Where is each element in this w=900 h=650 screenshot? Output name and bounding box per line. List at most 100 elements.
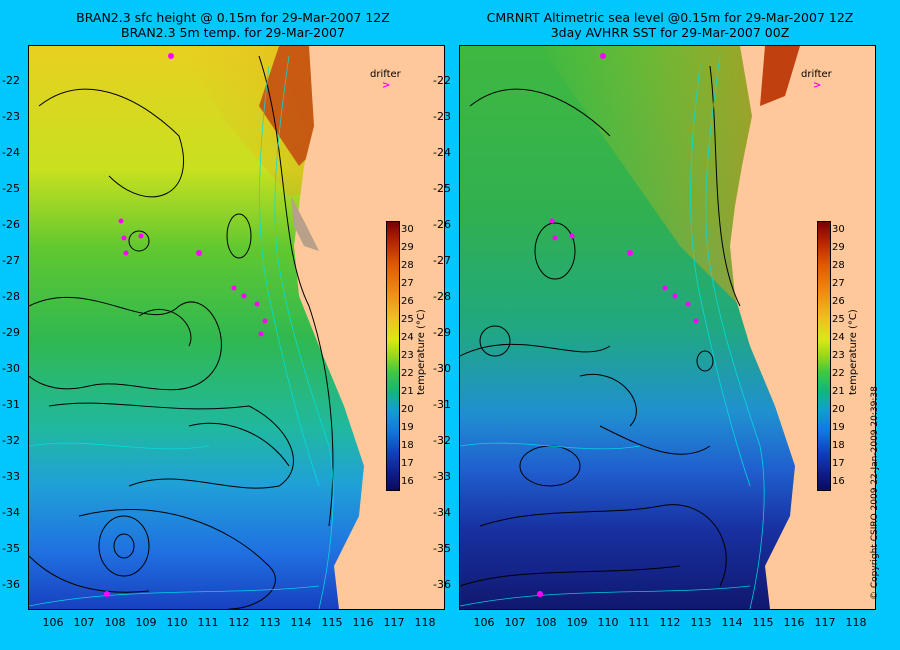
lat-tick: -24 (433, 146, 451, 159)
lat-tick: -24 (2, 146, 20, 159)
lon-tick: 117 (814, 616, 836, 629)
lat-tick: -35 (433, 542, 451, 555)
colorbar-tick: 17 (832, 458, 845, 469)
colorbar-tick: 28 (832, 260, 845, 271)
colorbar-tick: 20 (401, 404, 414, 415)
lat-tick: -34 (433, 506, 451, 519)
lat-tick: -33 (2, 470, 20, 483)
lat-tick: -23 (433, 110, 451, 123)
colorbar-tick: 19 (401, 422, 414, 433)
lat-tick: -27 (433, 254, 451, 267)
colorbar-tick: 24 (401, 332, 414, 343)
lat-tick: -32 (2, 434, 20, 447)
drifter-markers (104, 53, 268, 597)
lat-tick: -33 (433, 470, 451, 483)
right-colorbar-title: temperature (°C) (848, 309, 859, 395)
lat-tick: -29 (2, 326, 20, 339)
left-title-line1: BRAN2.3 sfc height @ 0.15m for 29-Mar-20… (76, 10, 390, 25)
colorbar-tick: 23 (832, 350, 845, 361)
colorbar-tick: 25 (832, 314, 845, 325)
lon-tick: 109 (135, 616, 157, 629)
drifter-label: drifter (801, 69, 832, 80)
left-title-line2: BRAN2.3 5m temp. for 29-Mar-2007 (121, 25, 345, 40)
lon-tick: 117 (383, 616, 405, 629)
bran-model-map (28, 45, 445, 610)
colorbar-tick: 26 (401, 296, 414, 307)
lon-tick: 112 (659, 616, 681, 629)
lon-tick: 106 (473, 616, 495, 629)
right-title-line2: 3day AVHRR SST for 29-Mar-2007 00Z (550, 25, 790, 40)
lon-tick: 107 (73, 616, 95, 629)
colorbar-tick: 23 (401, 350, 414, 361)
lat-tick: -31 (433, 398, 451, 411)
colorbar-tick: 18 (401, 440, 414, 451)
colorbar-tick: 21 (401, 386, 414, 397)
lat-tick: -23 (2, 110, 20, 123)
right-colorbar (817, 221, 831, 491)
right-panel-title: CMRNRT Altimetric sea level @0.15m for 2… (470, 10, 870, 40)
colorbar-tick: 28 (401, 260, 414, 271)
lon-tick: 114 (721, 616, 743, 629)
lon-tick: 116 (783, 616, 805, 629)
colorbar-tick: 25 (401, 314, 414, 325)
colorbar-tick: 16 (401, 476, 414, 487)
lat-tick: -25 (433, 182, 451, 195)
avhrr-sst-map (459, 45, 876, 610)
lon-tick: 108 (104, 616, 126, 629)
colorbar-tick: 22 (401, 368, 414, 379)
colorbar-tick: 19 (832, 422, 845, 433)
lon-tick: 114 (290, 616, 312, 629)
lat-tick: -28 (433, 290, 451, 303)
lon-tick: 118 (845, 616, 867, 629)
lat-tick: -35 (2, 542, 20, 555)
left-colorbar-title: temperature (°C) (416, 309, 427, 395)
colorbar-tick: 16 (832, 476, 845, 487)
colorbar-tick: 30 (401, 224, 414, 235)
coastal-dark-region (760, 46, 800, 106)
lon-tick: 110 (597, 616, 619, 629)
lat-tick: -30 (2, 362, 20, 375)
sea-level-contours (29, 55, 334, 609)
lat-tick: -34 (2, 506, 20, 519)
colorbar-tick: 29 (832, 242, 845, 253)
lat-tick: -31 (2, 398, 20, 411)
left-panel-title: BRAN2.3 sfc height @ 0.15m for 29-Mar-20… (38, 10, 428, 40)
lon-tick: 116 (352, 616, 374, 629)
left-colorbar (386, 221, 400, 491)
lon-tick: 115 (321, 616, 343, 629)
copyright-notice: © Copyright CSIRO 2009 22-Jan-2009 20:39… (870, 386, 880, 600)
lon-tick: 106 (42, 616, 64, 629)
lon-tick: 109 (566, 616, 588, 629)
lon-tick: 111 (197, 616, 219, 629)
lon-tick: 112 (228, 616, 250, 629)
lat-tick: -36 (433, 578, 451, 591)
bathymetry-lines (460, 55, 765, 609)
colorbar-tick: 30 (832, 224, 845, 235)
colorbar-tick: 26 (832, 296, 845, 307)
colorbar-tick: 22 (832, 368, 845, 379)
drifter-arrow-icon: > (813, 80, 822, 91)
lat-tick: -27 (2, 254, 20, 267)
left-drifter-legend: drifter > (370, 69, 401, 91)
bathymetry-lines (29, 55, 334, 609)
lat-tick: -36 (2, 578, 20, 591)
right-title-line1: CMRNRT Altimetric sea level @0.15m for 2… (486, 10, 854, 25)
australia-land (730, 46, 875, 609)
lon-tick: 115 (752, 616, 774, 629)
colorbar-tick: 24 (832, 332, 845, 343)
lon-tick: 113 (259, 616, 281, 629)
lon-tick: 113 (690, 616, 712, 629)
drifter-label: drifter (370, 69, 401, 80)
colorbar-tick: 29 (401, 242, 414, 253)
lon-tick: 110 (166, 616, 188, 629)
lat-tick: -22 (2, 74, 20, 87)
colorbar-tick: 17 (401, 458, 414, 469)
lat-tick: -28 (2, 290, 20, 303)
lat-tick: -22 (433, 74, 451, 87)
colorbar-tick: 27 (401, 278, 414, 289)
lat-tick: -26 (433, 218, 451, 231)
lat-tick: -25 (2, 182, 20, 195)
drifter-arrow-icon: > (382, 80, 391, 91)
colorbar-tick: 20 (832, 404, 845, 415)
lon-tick: 118 (414, 616, 436, 629)
